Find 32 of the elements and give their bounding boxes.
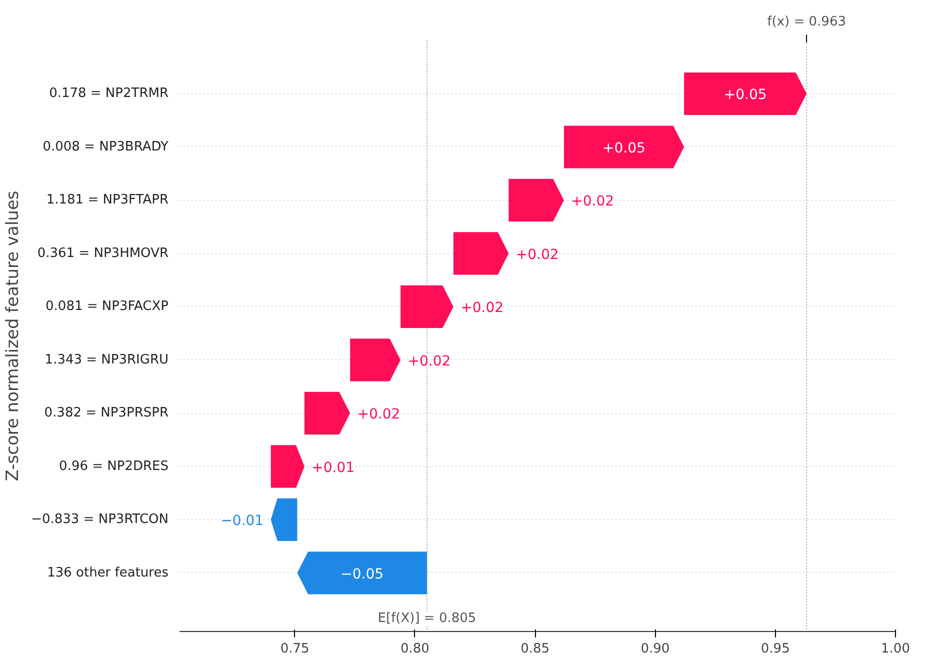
y-tick-label: −0.833 = NP3RTCON: [31, 512, 169, 528]
data-label: +0.01: [312, 460, 355, 476]
bar: [297, 552, 427, 594]
y-tick-label: 0.382 = NP3PRSPR: [44, 406, 169, 421]
data-label: −0.01: [220, 513, 264, 530]
bar: [564, 126, 684, 168]
x-tick-label: 0.90: [640, 642, 670, 656]
x-tick-label: 0.80: [400, 642, 430, 656]
data-label: +0.02: [571, 194, 614, 210]
y-tick-label: 0.178 = NP2TRMR: [49, 86, 169, 102]
data-label: +0.02: [460, 300, 504, 316]
x-tick-label: 1.00: [881, 642, 910, 656]
x-tick-label: 0.85: [520, 642, 550, 656]
x-tick-label: 0.95: [760, 642, 790, 656]
data-label: +0.02: [357, 406, 400, 423]
x-tick-label: 0.75: [280, 642, 310, 656]
y-tick-label: 0.361 = NP3HMOVR: [37, 246, 169, 261]
ref-line-label: E[f(X)] = 0.805: [378, 611, 476, 626]
y-axis-title: Z-score normalized feature values: [3, 190, 24, 482]
data-label: +0.05: [602, 140, 646, 156]
ref-line-label: f(x) = 0.963: [767, 14, 846, 30]
bar: [684, 72, 807, 116]
y-tick-label: 0.081 = NP3FACXP: [46, 299, 169, 314]
data-label: +0.02: [516, 246, 559, 263]
y-tick-label: 1.181 = NP3FTAPR: [46, 192, 168, 208]
data-label: +0.02: [408, 353, 451, 370]
data-label: −0.05: [340, 566, 384, 582]
y-tick-label: 136 other features: [47, 565, 169, 580]
y-tick-label: 1.343 = NP3RIGRU: [44, 352, 169, 368]
y-tick-label: 0.96 = NP2DRES: [59, 458, 169, 474]
y-tick-label: 0.008 = NP3BRADY: [42, 139, 169, 154]
data-label: +0.05: [724, 87, 767, 104]
